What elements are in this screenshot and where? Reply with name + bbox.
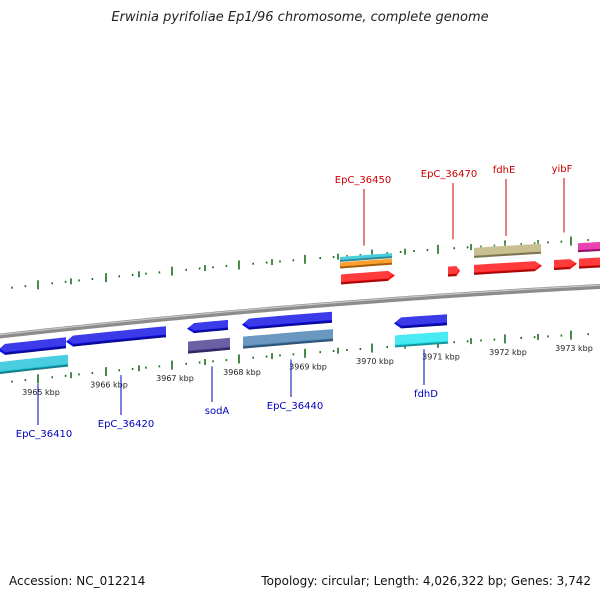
gene-label[interactable]: EpC_36450 [335,175,391,246]
upper-gene-feature[interactable] [340,268,395,285]
ruler-tick-label: 3972 kbp [489,348,527,357]
upper-gene-feature[interactable] [577,239,600,253]
lower-gene-feature[interactable] [0,334,67,355]
upper-gene-feature[interactable] [473,241,542,258]
lower-gene-feature[interactable] [187,317,229,334]
accession-text: Accession: NC_012214 [9,574,146,588]
gene-label[interactable]: EpC_36420 [98,375,154,430]
ruler-tick-layer: 3965 kbp 3966 kbp 3967 kbp 3968 kbp 3969 kbp… [11,236,593,397]
gene-label-text: yibF [552,164,573,175]
lower-gene-feature[interactable] [66,323,167,347]
ruler-tick-label: 3971 kbp [422,352,460,361]
gene-label-text: EpC_36450 [335,175,391,186]
gene-feature-layer [0,239,600,375]
lower-gene-feature[interactable] [0,351,69,375]
genome-backbone [0,283,600,339]
gene-label-text: fdhD [414,389,438,400]
gene-label-text: EpC_36410 [16,429,72,440]
gene-label[interactable]: fdhD [414,349,438,400]
gene-label-text: sodA [205,406,230,417]
upper-gene-feature[interactable] [553,256,577,270]
upper-gene-feature[interactable] [339,257,393,269]
gene-label[interactable]: sodA [205,366,230,417]
gene-label[interactable]: fdhE [493,165,516,236]
ruler-tick-label: 3967 kbp [156,374,194,383]
lower-gene-feature[interactable] [394,311,448,329]
upper-gene-feature[interactable] [447,263,460,277]
ruler-tick-label: 3965 kbp [22,388,60,397]
topology-text: Topology: circular; Length: 4,026,322 bp… [261,574,591,588]
gene-label[interactable]: EpC_36440 [267,359,323,412]
lower-gene-feature[interactable] [394,328,449,348]
ruler-tick-label: 3969 kbp [289,362,327,371]
gene-label[interactable]: yibF [552,164,573,233]
gene-label-layer: EpC_36450 EpC_36470 fdhE yibF EpC_36410 EpC_3… [16,164,573,440]
gene-label[interactable]: EpC_36410 [16,383,72,440]
gene-label-text: fdhE [493,165,516,176]
upper-gene-feature[interactable] [339,251,393,262]
genome-backbone-highlight [0,284,600,336]
lower-gene-feature[interactable] [242,326,334,349]
map-title: Erwinia pyrifoliae Ep1/96 chromosome, co… [111,10,489,25]
gene-label-text: EpC_36470 [421,169,477,180]
ruler-tick-label: 3970 kbp [356,357,394,366]
gene-label-text: EpC_36440 [267,401,323,412]
ruler-tick-label: 3968 kbp [223,368,261,377]
upper-gene-feature[interactable] [473,258,542,275]
ruler-tick-label: 3966 kbp [90,381,128,390]
lower-gene-feature[interactable] [187,334,231,354]
lower-gene-feature[interactable] [242,308,333,330]
ruler-tick-label: 3973 kbp [555,344,593,353]
upper-gene-feature[interactable] [578,255,600,269]
backbone-layer [0,283,600,339]
gene-label-text: EpC_36420 [98,419,154,430]
gene-label[interactable]: EpC_36470 [421,169,477,240]
